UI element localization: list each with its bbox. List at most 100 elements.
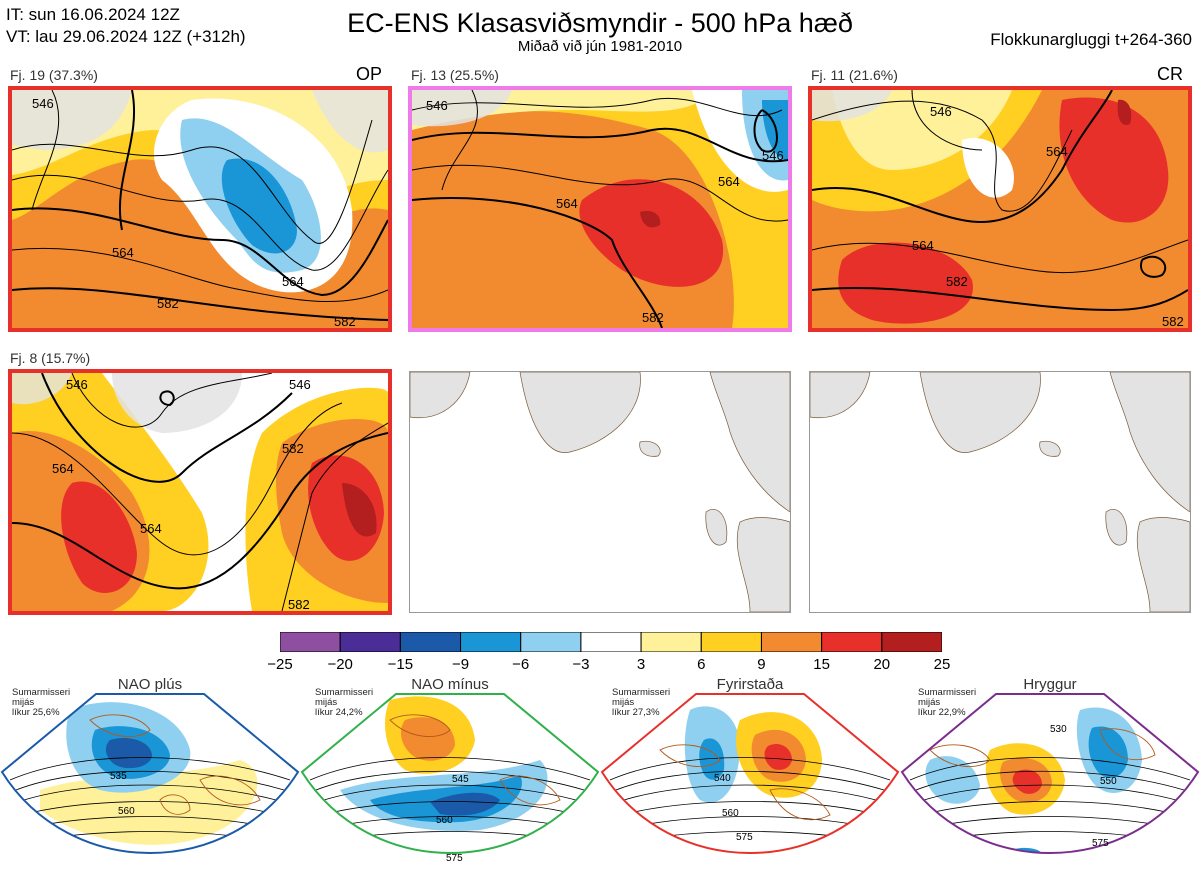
contour-label: 530 (1050, 724, 1067, 735)
contour-label: 564 (282, 274, 304, 289)
anomaly-cold-strong (105, 737, 152, 769)
contour-label: 582 (1162, 314, 1184, 328)
colorbar-segment (821, 631, 883, 653)
colorbar-tick-label: −3 (572, 656, 590, 673)
regime-map-nao-plus: 535 560 (0, 690, 300, 870)
colorbar-tick-label: −15 (387, 656, 414, 673)
regime-4-info: Sumarmisseri mijás líkur 22,9% (918, 688, 1008, 718)
colorbar-tick-label: 3 (636, 656, 646, 673)
regime-1-info: Sumarmisseri mijás líkur 25,6% (12, 688, 102, 718)
regime-season: Sumarmisseri (12, 687, 71, 698)
anomaly-20-25 (342, 483, 377, 537)
contour-label: 540 (714, 773, 731, 784)
anomaly-cold-strong (430, 792, 500, 816)
classification-window: Flokkunargluggi t+264-360 (990, 30, 1192, 49)
land-canada (410, 372, 471, 419)
contour-label: 582 (946, 274, 968, 289)
cluster-map-2-svg: 546 564 564 582 546 (412, 90, 788, 328)
height-contours (812, 90, 1188, 312)
regime-border (300, 693, 600, 854)
contour-label: 582 (282, 441, 304, 456)
cluster-map-3: 546 564 564 582 582 (808, 86, 1192, 332)
land-europe (736, 517, 790, 612)
regime-2-title: NAO mínus (411, 676, 489, 693)
contour-label: 564 (718, 174, 740, 189)
anomaly-cold-light (925, 756, 980, 804)
cluster-map-1-svg: 546 564 564 582 582 (12, 90, 388, 328)
contour-label: 575 (1092, 838, 1109, 849)
colorbar-segment (279, 631, 341, 653)
contour-label: 535 (110, 771, 127, 782)
contour-label: 546 (32, 96, 54, 111)
regime-3-info: Sumarmisseri mijás líkur 27,3% (612, 688, 702, 718)
colorbar-segment (520, 631, 582, 653)
colorbar-tick-label: 6 (697, 656, 706, 673)
contour-label: 564 (912, 238, 934, 253)
anomaly-9-15 (400, 717, 455, 761)
land-iceland (1039, 440, 1061, 457)
regime-4-title: Hryggur (1023, 676, 1077, 693)
cluster-4-label: Fj. 8 (15.7%) (10, 350, 91, 366)
contour-label: 575 (446, 853, 463, 864)
anomaly-6-9 (412, 90, 788, 328)
cluster-map-4-svg: 546 546 564 564 582 582 (12, 373, 388, 611)
anomaly-15-20 (838, 242, 973, 324)
contour-label: 564 (112, 245, 134, 260)
page-subtitle: Miðað við jún 1981-2010 (517, 38, 683, 55)
colorbar-tick-label: −20 (327, 656, 353, 673)
contour-label: 575 (736, 832, 753, 843)
init-time: IT: sun 16.06.2024 12Z (6, 5, 180, 24)
colorbar-segment (460, 631, 522, 653)
contour-label: 582 (642, 310, 664, 325)
contour-label: 582 (157, 296, 179, 311)
land-greenland (519, 372, 641, 453)
empty-map-5 (409, 371, 791, 613)
land-scandinavia (1109, 372, 1190, 513)
contour-label: 546 (762, 148, 784, 163)
anomaly-cold (1088, 726, 1128, 778)
land-canada (12, 373, 72, 405)
regime-field: mijás (612, 697, 635, 708)
anomaly-neutral (962, 138, 1014, 198)
land-british-isles (1105, 509, 1128, 546)
regime-field: mijás (12, 697, 35, 708)
anomaly-15-20 (1012, 769, 1042, 794)
anomaly-20-25 (640, 210, 661, 228)
cluster-3-tag: CR (1157, 64, 1183, 84)
cluster-2-label: Fj. 13 (25.5%) (411, 67, 499, 83)
colorbar-segment (881, 631, 943, 653)
empty-map-6 (809, 371, 1191, 613)
page-title: EC-ENS Klasasviðsmyndir - 500 hPa hæð (347, 8, 853, 38)
contour-label: 560 (118, 806, 135, 817)
colorbar-segment (399, 631, 462, 653)
land-canada (810, 372, 871, 419)
colorbar-tick-label: 20 (873, 656, 891, 673)
land-greenland (919, 372, 1041, 453)
regime-map-ridge: 530 550 575 (900, 690, 1200, 870)
land-scandinavia (709, 372, 790, 513)
regime-season: Sumarmisseri (918, 687, 977, 698)
colorbar-tick-label: −9 (451, 656, 470, 673)
colorbar-svg (279, 631, 943, 653)
regime-border (0, 693, 300, 854)
land-british-isles (705, 509, 728, 546)
cluster-map-2: 546 564 564 582 546 (408, 86, 792, 332)
cluster-1-label: Fj. 19 (37.3%) (10, 67, 98, 83)
colorbar-segment (760, 631, 823, 653)
contour-label: 560 (436, 815, 453, 826)
contour-label: 564 (52, 461, 74, 476)
regime-3-title: Fyrirstaða (716, 676, 784, 693)
height-contours (412, 90, 788, 328)
valid-time: VT: lau 29.06.2024 12Z (+312h) (6, 27, 246, 46)
colorbar-tick-label: −6 (512, 656, 530, 673)
anomaly-20-25 (1117, 99, 1132, 125)
colorbar (279, 631, 943, 653)
contour-label: 560 (722, 808, 739, 819)
contour-label: 546 (426, 98, 448, 113)
contour-label: 546 (289, 377, 311, 392)
cluster-3-label: Fj. 11 (21.6%) (811, 67, 898, 83)
contour-label: 546 (930, 104, 952, 119)
contour-label: 582 (334, 314, 356, 328)
cluster-1-tag: OP (356, 64, 383, 84)
colorbar-tick-label: 25 (933, 656, 951, 673)
